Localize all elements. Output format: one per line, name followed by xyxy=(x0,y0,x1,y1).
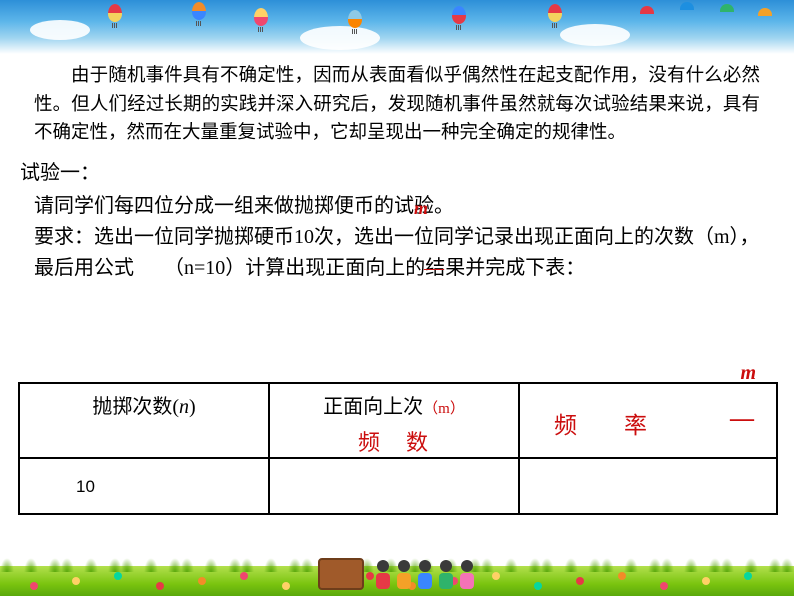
balloon-icon xyxy=(548,4,562,22)
flower-icon xyxy=(156,582,164,590)
grass-tuft-icon xyxy=(684,558,698,572)
flower-icon xyxy=(618,572,626,580)
grass-tuft-icon xyxy=(84,558,98,572)
grass-tuft-icon xyxy=(24,558,38,572)
cell-n: 10 xyxy=(19,458,269,514)
trial-label: 试验一： xyxy=(20,156,760,185)
balloon-icon xyxy=(108,4,122,22)
header-throws-close: ) xyxy=(189,396,196,418)
grass-tuft-icon xyxy=(204,558,218,572)
instruction-paragraph: 请同学们每四位分成一组来做抛掷便币的试验。 要求：选出一位同学抛掷硬币10次，选… xyxy=(34,191,760,284)
header-frequency-count: 频 数 xyxy=(270,425,518,457)
flower-icon xyxy=(534,582,542,590)
header-n-var: n xyxy=(179,396,189,418)
instruction-rest: 要求：选出一位同学抛掷硬币10次，选出一位同学记录出现正面向上的次数（m），最后… xyxy=(34,226,760,279)
parachute-icon xyxy=(680,2,694,10)
balloon-icon xyxy=(348,10,362,28)
grass-tuft-icon xyxy=(540,558,554,572)
footer-illustration xyxy=(318,558,476,590)
header-freq-m: m xyxy=(740,362,756,385)
kid-icon xyxy=(395,560,413,590)
kid-icon xyxy=(458,560,476,590)
cell-count xyxy=(269,458,519,514)
parachute-icon xyxy=(640,6,654,14)
grass-tuft-icon xyxy=(480,558,494,572)
header-throws: 抛掷次数(n) xyxy=(19,383,269,458)
grass-tuft-icon xyxy=(624,558,638,572)
flower-icon xyxy=(492,572,500,580)
table-row: 10 xyxy=(19,458,777,514)
grass-tuft-icon xyxy=(60,558,74,572)
flower-icon xyxy=(114,572,122,580)
flower-icon xyxy=(660,582,668,590)
header-frequency: m 频 率 — xyxy=(519,383,777,458)
flower-icon xyxy=(198,577,206,585)
kid-icon xyxy=(437,560,455,590)
grass-tuft-icon xyxy=(300,558,314,572)
grass-tuft-icon xyxy=(240,558,254,572)
experiment-table: 抛掷次数(n) 正面向上次（m） 频 数 m 频 率 — 10 xyxy=(18,382,778,515)
flower-icon xyxy=(240,572,248,580)
grass-tuft-icon xyxy=(144,558,158,572)
kid-icon xyxy=(416,560,434,590)
grass-tuft-icon xyxy=(744,558,758,572)
grass-tuft-icon xyxy=(0,558,14,572)
grass-tuft-icon xyxy=(564,558,578,572)
grass-tuft-icon xyxy=(720,558,734,572)
flower-icon xyxy=(576,577,584,585)
flower-icon xyxy=(30,582,38,590)
header-m-var: （m） xyxy=(423,401,465,417)
wooden-sign-icon xyxy=(318,558,364,590)
flower-icon xyxy=(744,572,752,580)
balloon-icon xyxy=(192,2,206,20)
balloon-icon xyxy=(452,6,466,24)
flower-icon xyxy=(72,577,80,585)
header-heads: 正面向上次（m） 频 数 xyxy=(269,383,519,458)
header-freq-dash: — xyxy=(730,406,754,433)
cloud xyxy=(300,26,380,50)
header-throws-text: 抛掷次数( xyxy=(92,396,179,418)
grass-tuft-icon xyxy=(504,558,518,572)
cell-freq xyxy=(519,458,777,514)
cloud xyxy=(560,24,630,46)
kid-icon xyxy=(374,560,392,590)
intro-paragraph: 由于随机事件具有不确定性，因而从表面看似乎偶然性在起支配作用，没有什么必然性。但… xyxy=(34,62,760,148)
parachute-icon xyxy=(720,4,734,12)
formula-m-overlay: m xyxy=(414,195,428,223)
grass-tuft-icon xyxy=(120,558,134,572)
cloud xyxy=(30,20,90,40)
sky-banner xyxy=(0,0,794,54)
grass-tuft-icon xyxy=(264,558,278,572)
formula-dash-overlay: — xyxy=(424,253,444,284)
header-freq-label: 频 率 xyxy=(554,406,659,440)
flower-icon xyxy=(702,577,710,585)
grass-tuft-icon xyxy=(780,558,794,572)
grass-tuft-icon xyxy=(660,558,674,572)
parachute-icon xyxy=(758,8,772,16)
header-heads-text: 正面向上次 xyxy=(323,396,423,418)
flower-icon xyxy=(282,582,290,590)
instruction-line1: 请同学们每四位分成一组来做抛掷便币的试验。 xyxy=(34,195,454,217)
table-header-row: 抛掷次数(n) 正面向上次（m） 频 数 m 频 率 — xyxy=(19,383,777,458)
cell-n-value: 10 xyxy=(20,459,268,497)
grass-tuft-icon xyxy=(180,558,194,572)
main-content: 由于随机事件具有不确定性，因而从表面看似乎偶然性在起支配作用，没有什么必然性。但… xyxy=(34,62,760,284)
grass-tuft-icon xyxy=(600,558,614,572)
balloon-icon xyxy=(254,8,268,26)
